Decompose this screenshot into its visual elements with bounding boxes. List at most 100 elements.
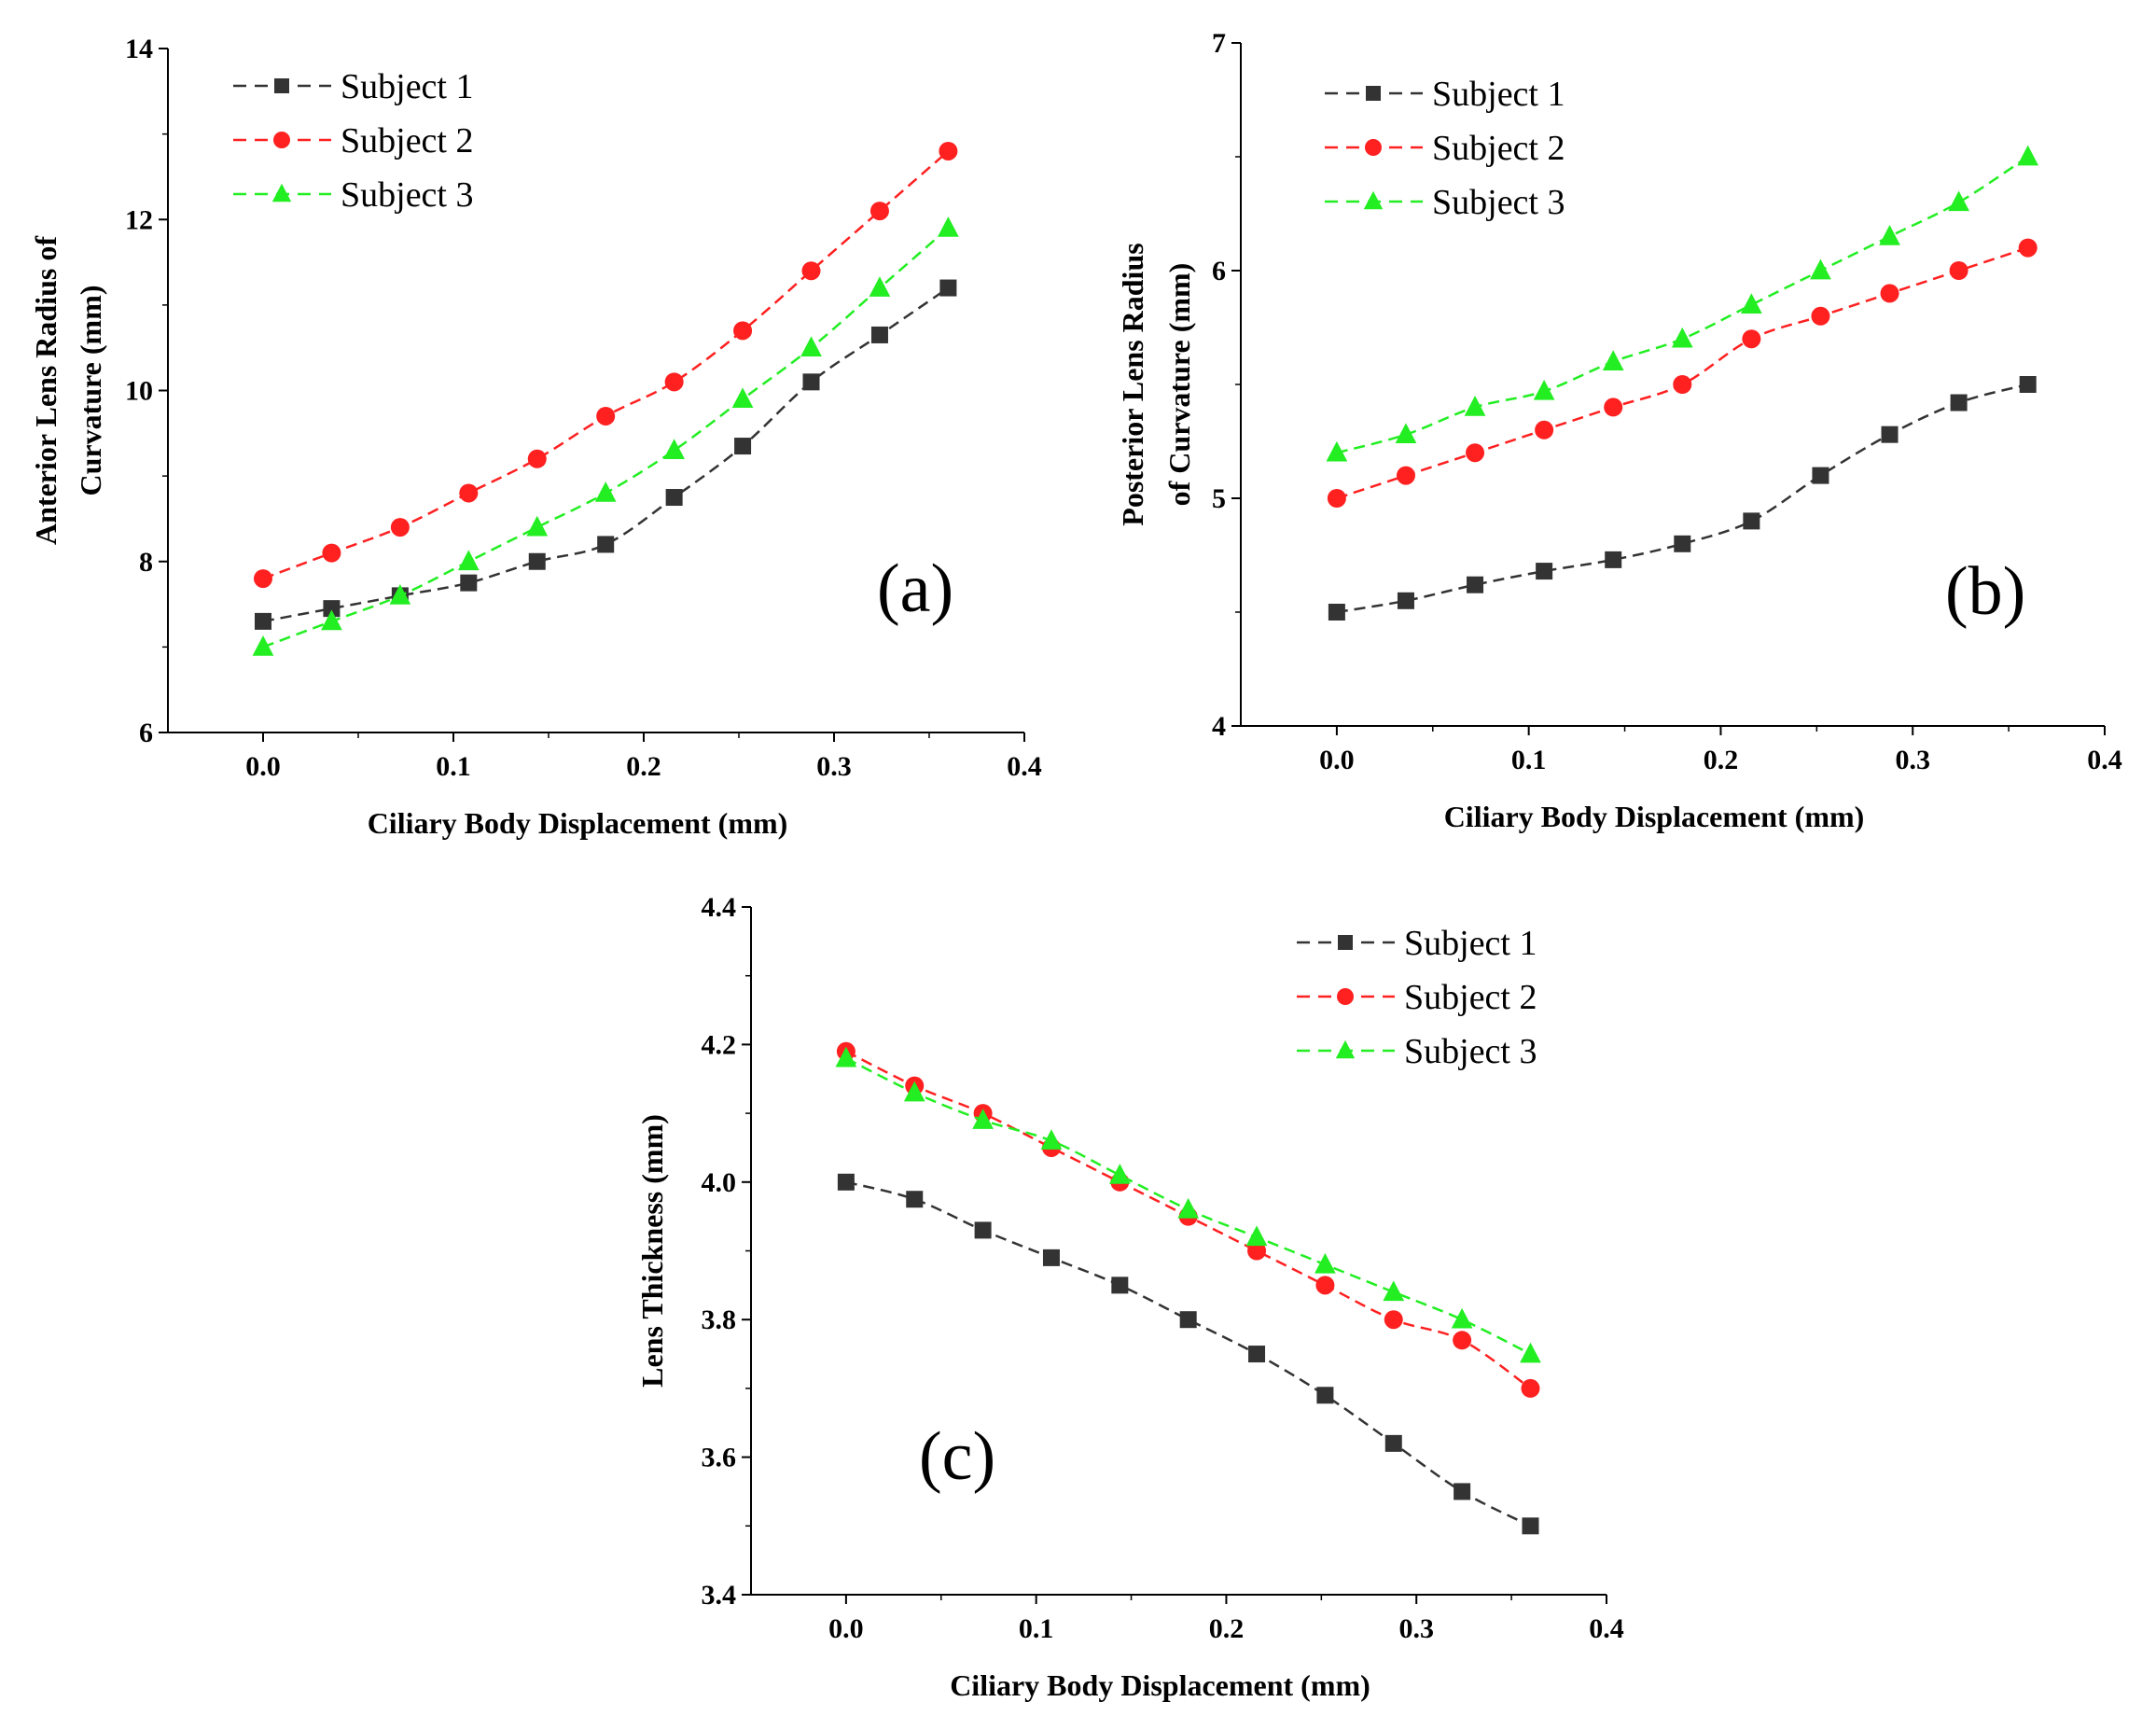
x-tick-label: 0.3 <box>1895 745 1930 775</box>
x-axis-title: Ciliary Body Displacement (mm) <box>368 806 788 840</box>
series-line <box>262 286 950 623</box>
y-tick-label: 3.8 <box>702 1304 737 1335</box>
x-tick-label: 0.2 <box>1209 1613 1245 1644</box>
data-point <box>1604 398 1623 417</box>
y-axis-title: Curvature (mm) <box>74 285 107 495</box>
series-line <box>262 150 950 580</box>
y-tick-label: 4 <box>1212 711 1226 742</box>
data-point <box>665 489 683 507</box>
data-point <box>255 612 271 630</box>
data-point <box>938 216 959 237</box>
data-point <box>1177 1197 1200 1219</box>
data-point <box>837 1173 855 1191</box>
data-point <box>1383 1280 1405 1302</box>
data-point <box>664 372 684 392</box>
data-point <box>322 543 341 563</box>
data-point <box>731 387 754 409</box>
data-point <box>1327 489 1346 508</box>
data-point <box>1247 1241 1267 1261</box>
data-point <box>1520 1342 1541 1363</box>
x-tick-label: 0.3 <box>816 751 852 782</box>
legend-label: Subject 2 <box>341 121 473 160</box>
x-tick-label: 0.4 <box>1589 1613 1624 1644</box>
y-tick-label: 5 <box>1212 483 1226 514</box>
data-point <box>528 552 546 570</box>
data-point <box>800 336 822 357</box>
legend: Subject 1 Subject 2 Subject 3 <box>233 67 473 215</box>
data-point <box>390 518 410 537</box>
data-point <box>254 569 272 589</box>
y-tick-label: 12 <box>125 204 153 235</box>
data-point <box>1108 1164 1131 1184</box>
data-point <box>1535 420 1554 439</box>
data-point <box>1466 443 1485 463</box>
x-tick-label: 0.1 <box>1019 1613 1054 1644</box>
series-subject-2 <box>254 141 958 589</box>
series-line <box>1336 383 2029 614</box>
chart-panel-3: 0.0 0.1 0.2 0.3 0.4 3.4 3.6 3.8 4.0 4.2 4.4 Ciliary… <box>635 892 1624 1702</box>
data-point <box>835 1046 857 1067</box>
data-point <box>1949 261 1968 280</box>
data-point <box>1453 1331 1472 1350</box>
data-point <box>323 600 341 618</box>
legend-swatch-marker <box>273 132 290 148</box>
data-point <box>2019 376 2037 393</box>
data-point <box>1811 306 1830 326</box>
series-subject-3 <box>1326 145 2039 462</box>
y-axis-title: Lens Thickness (mm) <box>635 1114 669 1388</box>
x-tick-label: 0.2 <box>1704 745 1739 775</box>
y-tick-label: 3.6 <box>702 1443 737 1473</box>
data-point <box>1397 592 1414 609</box>
legend-swatch-marker <box>1337 988 1354 1005</box>
x-tick-label: 0.1 <box>436 751 471 782</box>
y-tick-label: 6 <box>139 718 153 748</box>
legend-swatch-marker <box>1335 1039 1356 1059</box>
data-point <box>733 321 753 341</box>
data-point <box>1673 375 1692 394</box>
data-point <box>1741 293 1762 314</box>
data-point <box>1316 1387 1334 1404</box>
data-point <box>1395 423 1417 444</box>
x-axis-title: Ciliary Body Displacement (mm) <box>950 1668 1370 1702</box>
data-point <box>1536 563 1553 580</box>
legend-swatch-marker <box>1338 935 1353 950</box>
y-tick-label: 6 <box>1212 256 1226 286</box>
data-point <box>1671 327 1693 348</box>
data-point <box>321 609 342 631</box>
data-point <box>527 449 547 468</box>
data-point <box>1879 225 1900 245</box>
data-point <box>1950 394 1968 412</box>
legend-label: Subject 2 <box>1432 129 1565 168</box>
y-tick-label: 3.4 <box>702 1580 737 1611</box>
data-point <box>2017 145 2039 166</box>
legend: Subject 1 Subject 2 Subject 3 <box>1325 75 1565 222</box>
y-tick-label: 8 <box>139 547 153 578</box>
data-point <box>869 202 889 221</box>
legend-label: Subject 1 <box>1404 924 1537 963</box>
data-point <box>1743 512 1760 530</box>
y-axis-title: of Curvature (mm) <box>1162 263 1196 507</box>
series-subject-1 <box>1328 376 2037 621</box>
legend-label: Subject 3 <box>341 175 473 215</box>
x-tick-label: 0.0 <box>245 751 281 782</box>
data-point <box>870 326 888 343</box>
data-point <box>596 406 616 426</box>
data-point <box>457 550 480 571</box>
data-point <box>2018 238 2038 258</box>
x-tick-label: 0.4 <box>2087 745 2122 775</box>
series-subject-2 <box>1327 238 2038 508</box>
data-point <box>1179 1311 1197 1329</box>
legend-label: Subject 2 <box>1404 978 1537 1017</box>
panel-label: (c) <box>919 1418 995 1495</box>
data-point <box>389 584 411 605</box>
data-point <box>869 276 891 297</box>
series-line <box>1336 155 2029 454</box>
data-point <box>903 1081 925 1102</box>
y-axis-title: Posterior Lens Radius <box>1116 243 1149 525</box>
series-line <box>262 227 950 649</box>
data-point <box>1245 1225 1268 1247</box>
panel-label: (b) <box>1945 553 2025 630</box>
data-point <box>460 574 478 592</box>
y-tick-label: 4.4 <box>702 892 737 923</box>
